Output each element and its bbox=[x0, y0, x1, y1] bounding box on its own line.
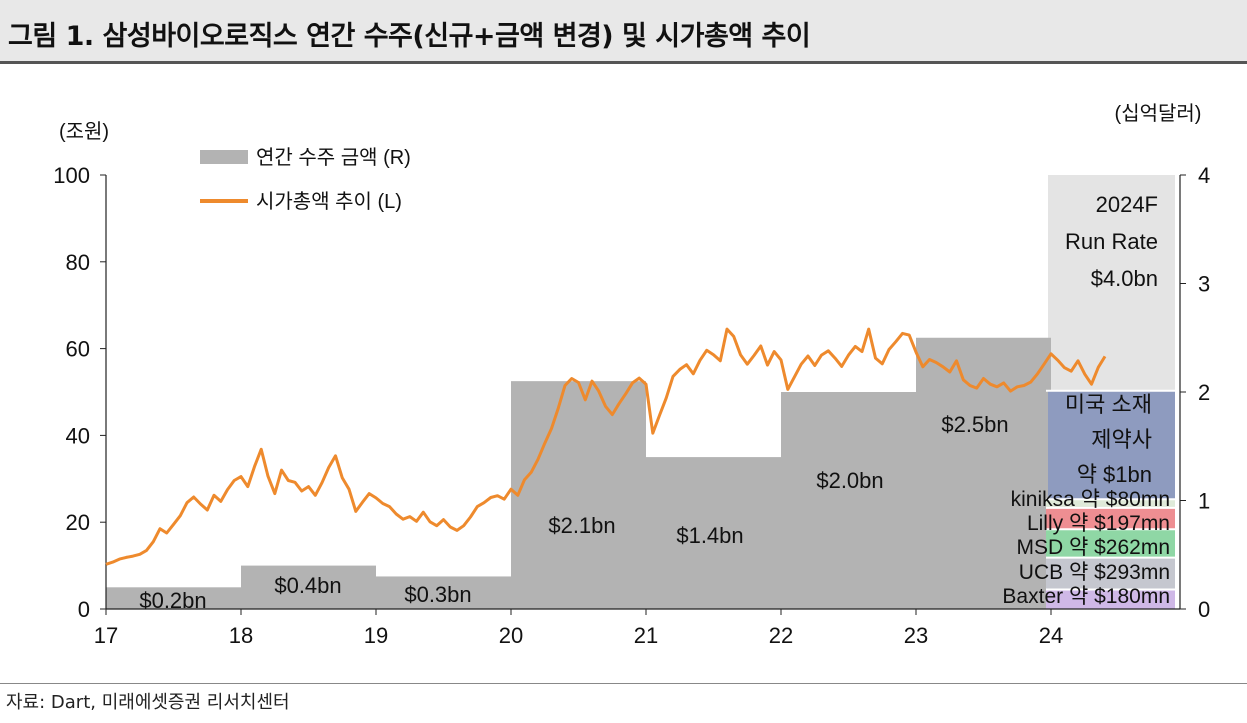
stack-kiniksa bbox=[1046, 499, 1175, 508]
x-tick-label: 21 bbox=[634, 623, 658, 648]
stack-label-lilly: Lilly 약 $197mn bbox=[1027, 512, 1170, 535]
forecast-label-line: $4.0bn bbox=[1091, 266, 1158, 291]
bars-layer bbox=[106, 337, 1051, 609]
stack-baxter bbox=[1046, 589, 1175, 609]
right-tick-label: 1 bbox=[1198, 489, 1210, 514]
stack-msd bbox=[1046, 529, 1175, 558]
bar-20 bbox=[511, 381, 646, 609]
stack-ucb bbox=[1046, 557, 1175, 590]
x-tick-label: 19 bbox=[364, 623, 388, 648]
left-tick-label: 0 bbox=[78, 597, 90, 622]
right-tick-label: 3 bbox=[1198, 272, 1210, 297]
bar-label-23: $2.5bn bbox=[941, 412, 1008, 437]
chart-title: 그림 1. 삼성바이오로직스 연간 수주(신규+금액 변경) 및 시가총액 추이 bbox=[8, 21, 811, 52]
title-bar: 그림 1. 삼성바이오로직스 연간 수주(신규+금액 변경) 및 시가총액 추이 bbox=[0, 0, 1247, 64]
stack-label-ucb: UCB 약 $293mn bbox=[1019, 561, 1170, 584]
us-pharma-label-line: 제약사 bbox=[1091, 427, 1152, 452]
right-axis-unit: (십억달러) bbox=[1115, 102, 1202, 125]
x-tick-label: 17 bbox=[94, 623, 118, 648]
left-tick-label: 80 bbox=[66, 250, 90, 275]
stack-us-pharma bbox=[1048, 390, 1175, 500]
us-pharma-label-line: 미국 소재 bbox=[1065, 392, 1152, 417]
left-tick-label: 100 bbox=[53, 163, 90, 188]
x-tick-label: 22 bbox=[769, 623, 793, 648]
legend-bar-label: 연간 수주 금액 (R) bbox=[256, 146, 411, 169]
bar-18 bbox=[241, 565, 376, 609]
bar-label-17: $0.2bn bbox=[139, 588, 206, 613]
forecast-label-line: Run Rate bbox=[1065, 229, 1158, 254]
stack-label-baxter: Baxter 약 $180mn bbox=[1002, 585, 1170, 608]
stack-layer bbox=[1046, 389, 1175, 609]
bar-label-22: $2.0bn bbox=[816, 468, 883, 493]
bar-label-18: $0.4bn bbox=[274, 573, 341, 598]
left-tick-label: 20 bbox=[66, 510, 90, 535]
bar-17 bbox=[106, 587, 241, 609]
right-tick-label: 4 bbox=[1198, 163, 1210, 188]
bar-label-21: $1.4bn bbox=[676, 523, 743, 548]
stack-label-msd: MSD 약 $262mn bbox=[1016, 536, 1170, 559]
bar-19 bbox=[376, 576, 511, 609]
line-layer bbox=[105, 327, 1107, 566]
bar-21 bbox=[646, 457, 781, 609]
stack-lilly bbox=[1046, 507, 1175, 530]
forecast-label-line: 2024F bbox=[1096, 192, 1158, 217]
labels-layer: $0.2bn $0.4bn $0.3bn $2.1bn $1.4bn $2.0bn $2.5… bbox=[139, 192, 1170, 613]
right-tick-label: 2 bbox=[1198, 380, 1210, 405]
x-tick-label: 18 bbox=[229, 623, 253, 648]
legend-bar-swatch bbox=[200, 150, 248, 164]
legend: 연간 수주 금액 (R) 시가총액 추이 (L) bbox=[200, 146, 411, 213]
source-note: 자료: Dart, 미래에셋증권 리서치센터 bbox=[6, 692, 290, 713]
bar-22 bbox=[781, 392, 916, 609]
left-tick-label: 40 bbox=[66, 423, 90, 448]
right-tick-label: 0 bbox=[1198, 597, 1210, 622]
x-tick-label: 24 bbox=[1039, 623, 1063, 648]
bar-label-20: $2.1bn bbox=[548, 513, 615, 538]
x-tick-label: 20 bbox=[499, 623, 523, 648]
legend-line-label: 시가총액 추이 (L) bbox=[256, 190, 402, 213]
left-tick-label: 60 bbox=[66, 337, 90, 362]
source-divider bbox=[0, 683, 1247, 684]
stack-label-kiniksa: kiniksa 약 $80mn bbox=[1011, 488, 1170, 511]
us-pharma-label-line: 약 $1bn bbox=[1077, 462, 1152, 487]
bar-label-19: $0.3bn bbox=[404, 582, 471, 607]
x-tick-label: 23 bbox=[904, 623, 928, 648]
left-axis-unit: (조원) bbox=[59, 120, 109, 143]
market-cap-line bbox=[105, 327, 1107, 566]
